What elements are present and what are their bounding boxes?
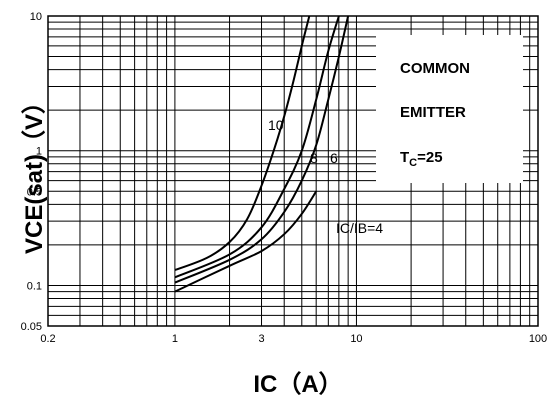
y-tick-label: 10 [30, 11, 42, 23]
plot-frame [47, 15, 539, 327]
curve-label-10: 10 [268, 117, 284, 133]
curve-label-ic-ib: IC/IB=4 [336, 220, 383, 236]
conditions-common: COMMON [400, 60, 470, 77]
y-tick-label: 0.05 [21, 321, 42, 333]
series-line-3 [174, 190, 318, 293]
curve-label-8: 8 [310, 150, 318, 166]
y-tick-label: 0.1 [27, 280, 42, 292]
y-axis-title: VCE(sat)（V） [21, 90, 48, 254]
temp-subscript: C [409, 157, 417, 169]
tick-labels: 0.2 1 3 10 100 0.05 0.1 0.5 1 10 [21, 11, 548, 345]
conditions-box [376, 35, 523, 183]
y-tick-label: 0.5 [27, 186, 42, 198]
x-tick-label: 3 [258, 333, 264, 345]
x-axis-title: IC（A） [253, 371, 342, 398]
x-tick-label: 10 [350, 333, 362, 345]
series-line-2 [174, 15, 350, 284]
curve-label-6: 6 [330, 150, 338, 166]
series-line-0 [174, 15, 311, 272]
x-tick-label: 100 [529, 333, 547, 345]
curves [174, 15, 350, 293]
temp-symbol: T [400, 149, 409, 166]
conditions-temperature: TC=25 [400, 149, 443, 169]
conditions-emitter: EMITTER [400, 104, 466, 121]
temp-value: =25 [417, 149, 442, 166]
series-line-1 [174, 15, 340, 279]
x-tick-label: 0.2 [40, 333, 55, 345]
x-tick-label: 1 [172, 333, 178, 345]
y-tick-label: 1 [36, 146, 42, 158]
